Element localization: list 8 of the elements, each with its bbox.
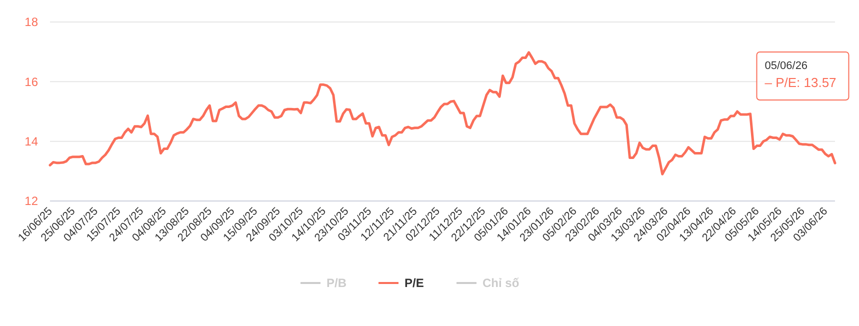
y-tick-label: 14 (24, 134, 38, 149)
y-tick-label: 18 (24, 15, 38, 30)
annotation: 05/06/26 (764, 60, 808, 72)
legend-label: P/E (404, 276, 424, 290)
annotation: – P/E: 13.57 (764, 75, 836, 90)
line-series (48, 51, 836, 176)
y-tick-label: 12 (24, 194, 38, 208)
y-tick-label: 16 (24, 74, 38, 89)
